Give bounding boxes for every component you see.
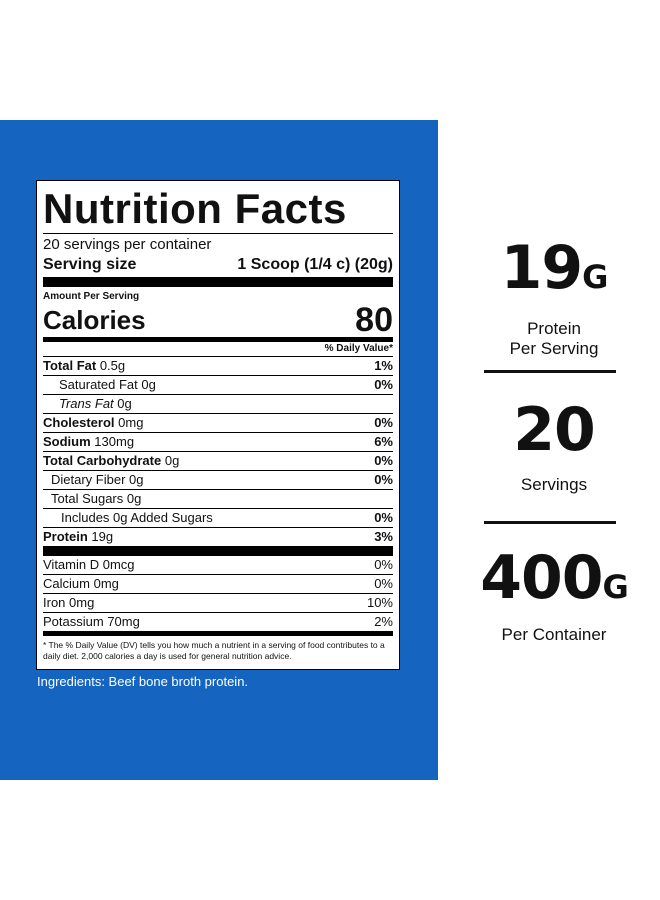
nutrition-facts-title: Nutrition Facts	[43, 185, 347, 232]
ingredients-text: Ingredients: Beef bone broth protein.	[37, 674, 249, 689]
vitamin-row-calcium: Calcium 0mg 0%	[43, 574, 393, 591]
daily-value-footnote: * The % Daily Value (DV) tells you how m…	[43, 640, 385, 661]
nutrient-row-added-sugars: Includes 0g Added Sugars 0%	[43, 508, 393, 527]
nutrient-row-saturated-fat: Saturated Fat 0g 0%	[43, 375, 393, 394]
stat-divider-2	[484, 521, 616, 524]
servings-per-container: 20 servings per container	[43, 236, 212, 253]
thick-divider-vitamins	[43, 546, 393, 556]
serving-size-label: Serving size	[43, 256, 137, 273]
vitamin-row-potassium: Potassium 70mg 2%	[43, 612, 393, 629]
calories-row: Calories 80	[43, 303, 393, 337]
nutrient-row-dietary-fiber: Dietary Fiber 0g 0%	[43, 470, 393, 489]
nutrient-row-protein: Protein 19g 3%	[43, 527, 393, 544]
stat-servings: 20 Servings	[464, 398, 644, 495]
medium-divider	[43, 337, 393, 342]
amount-per-serving: Amount Per Serving	[43, 291, 140, 302]
stat-protein-caption-1: Protein	[527, 319, 581, 338]
divider	[43, 233, 393, 234]
stat-container-value: 400G	[480, 543, 629, 613]
stat-servings-value: 20	[513, 395, 595, 465]
serving-size-value: 1 Scoop (1/4 c) (20g)	[237, 256, 393, 273]
nutrient-row-trans-fat: Trans Fat 0g	[43, 394, 393, 413]
footnote-divider	[43, 631, 393, 636]
nutrition-facts-label: Nutrition Facts 20 servings per containe…	[36, 180, 400, 670]
nutrient-row-sodium: Sodium 130mg 6%	[43, 432, 393, 449]
stat-servings-caption: Servings	[520, 475, 588, 494]
stat-protein-caption-2: Per Serving	[509, 339, 599, 358]
stat-container: 400G Per Container	[464, 546, 644, 645]
serving-size-row: Serving size 1 Scoop (1/4 c) (20g)	[43, 254, 393, 276]
vitamin-row-vitamin-d: Vitamin D 0mcg 0%	[43, 557, 393, 572]
nutrient-row-total-sugars: Total Sugars 0g	[43, 489, 393, 508]
nutrient-row-cholesterol: Cholesterol 0mg 0%	[43, 413, 393, 430]
thick-divider	[43, 277, 393, 287]
vitamin-row-iron: Iron 0mg 10%	[43, 593, 393, 610]
stat-divider-1	[484, 370, 616, 373]
stat-container-caption: Per Container	[501, 625, 607, 644]
calories-label: Calories	[43, 305, 146, 335]
daily-value-header: % Daily Value*	[324, 343, 393, 354]
nutrient-row-total-fat: Total Fat 0.5g 1%	[43, 356, 393, 373]
stat-protein: 19G Protein Per Serving	[464, 236, 644, 359]
stat-protein-value: 19G	[500, 233, 609, 303]
nutrient-row-total-carbohydrate: Total Carbohydrate 0g 0%	[43, 451, 393, 468]
calories-value: 80	[355, 301, 393, 339]
